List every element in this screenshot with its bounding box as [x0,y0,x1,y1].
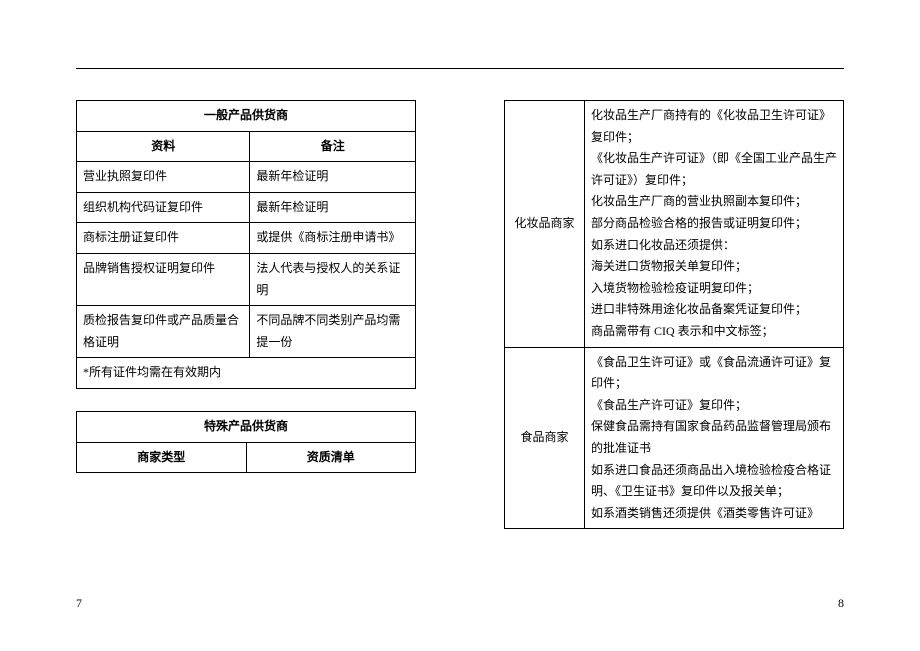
right-column: 化妆品商家 化妆品生产厂商持有的《化妆品卫生许可证》复印件；《化妆品生产许可证》… [504,100,844,529]
table-row: 食品商家 《食品卫生许可证》或《食品流通许可证》复印件；《食品生产许可证》复印件… [505,347,844,529]
table-title: 特殊产品供货商 [77,411,416,442]
merchant-category: 化妆品商家 [505,101,585,348]
page-number-left: 7 [76,596,82,611]
table-cell: 最新年检证明 [250,192,416,223]
table-cell: 组织机构代码证复印件 [77,192,250,223]
column-header: 备注 [250,131,416,162]
table-row: 化妆品商家 化妆品生产厂商持有的《化妆品卫生许可证》复印件；《化妆品生产许可证》… [505,101,844,348]
table-row: *所有证件均需在有效期内 [77,358,416,389]
content-area: 一般产品供货商 资料 备注 营业执照复印件 最新年检证明 组织机构代码证复印件 … [76,100,844,529]
table-cell: 不同品牌不同类别产品均需提一份 [250,306,416,358]
requirements-cell: 化妆品生产厂商持有的《化妆品卫生许可证》复印件；《化妆品生产许可证》（即《全国工… [585,101,844,348]
special-supplier-table-body: 化妆品商家 化妆品生产厂商持有的《化妆品卫生许可证》复印件；《化妆品生产许可证》… [504,100,844,529]
table-row: 特殊产品供货商 [77,411,416,442]
table-cell: 商标注册证复印件 [77,223,250,254]
page-top-rule [76,68,844,69]
left-column: 一般产品供货商 资料 备注 营业执照复印件 最新年检证明 组织机构代码证复印件 … [76,100,416,529]
page-number-right: 8 [838,596,844,611]
table-cell: 或提供《商标注册申请书》 [250,223,416,254]
table-cell: 品牌销售授权证明复印件 [77,253,250,305]
merchant-category: 食品商家 [505,347,585,529]
column-header: 资料 [77,131,250,162]
table-cell: 质检报告复印件或产品质量合格证明 [77,306,250,358]
requirements-text: 化妆品生产厂商持有的《化妆品卫生许可证》复印件；《化妆品生产许可证》（即《全国工… [591,105,837,343]
table-row: 一般产品供货商 [77,101,416,132]
table-row: 质检报告复印件或产品质量合格证明 不同品牌不同类别产品均需提一份 [77,306,416,358]
general-supplier-table: 一般产品供货商 资料 备注 营业执照复印件 最新年检证明 组织机构代码证复印件 … [76,100,416,389]
table-row: 商家类型 资质清单 [77,442,416,473]
table-row: 品牌销售授权证明复印件 法人代表与授权人的关系证明 [77,253,416,305]
table-title: 一般产品供货商 [77,101,416,132]
table-row: 商标注册证复印件 或提供《商标注册申请书》 [77,223,416,254]
table-row: 营业执照复印件 最新年检证明 [77,162,416,193]
table-row: 组织机构代码证复印件 最新年检证明 [77,192,416,223]
table-cell: 法人代表与授权人的关系证明 [250,253,416,305]
table-footnote: *所有证件均需在有效期内 [77,358,416,389]
special-supplier-table-header: 特殊产品供货商 商家类型 资质清单 [76,411,416,473]
column-header: 资质清单 [246,442,416,473]
table-row: 资料 备注 [77,131,416,162]
table-cell: 营业执照复印件 [77,162,250,193]
column-header: 商家类型 [77,442,247,473]
requirements-text: 《食品卫生许可证》或《食品流通许可证》复印件；《食品生产许可证》复印件；保健食品… [591,352,837,525]
table-cell: 最新年检证明 [250,162,416,193]
requirements-cell: 《食品卫生许可证》或《食品流通许可证》复印件；《食品生产许可证》复印件；保健食品… [585,347,844,529]
